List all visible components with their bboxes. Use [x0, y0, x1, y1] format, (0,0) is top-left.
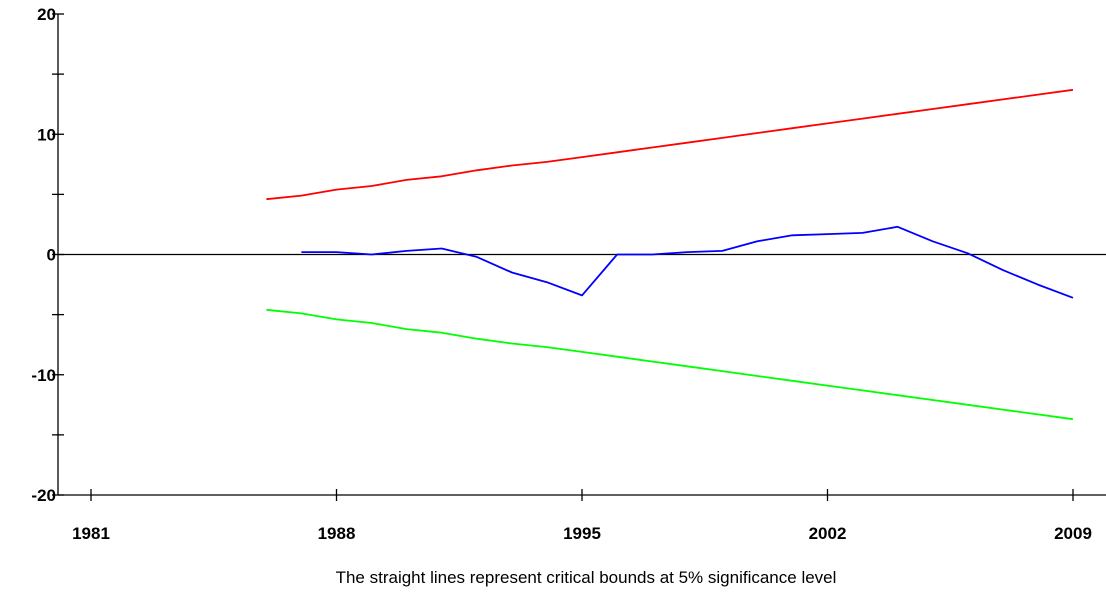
- x-tick-label: 1995: [563, 524, 601, 543]
- y-tick-label: -20: [31, 486, 56, 505]
- lower-bound-line: [266, 308, 1074, 421]
- x-tick-label: 2009: [1054, 524, 1092, 543]
- cusum-line: [301, 225, 1074, 299]
- x-tick-label: 1988: [318, 524, 356, 543]
- y-tick-label: 0: [47, 246, 56, 265]
- y-tick-label: -10: [31, 366, 56, 385]
- labels-group: -20 -10 0 10 20 1981 1988 1995 2002 2009: [31, 5, 1091, 543]
- series-group: [266, 88, 1074, 421]
- x-tick-label: 1981: [72, 524, 110, 543]
- chart-caption: The straight lines represent critical bo…: [336, 568, 837, 587]
- y-tick-label: 20: [37, 5, 56, 24]
- upper-bound-line: [266, 88, 1074, 201]
- y-tick-label: 10: [37, 125, 56, 144]
- axes-group: [52, 13, 1106, 501]
- x-tick-label: 2002: [809, 524, 847, 543]
